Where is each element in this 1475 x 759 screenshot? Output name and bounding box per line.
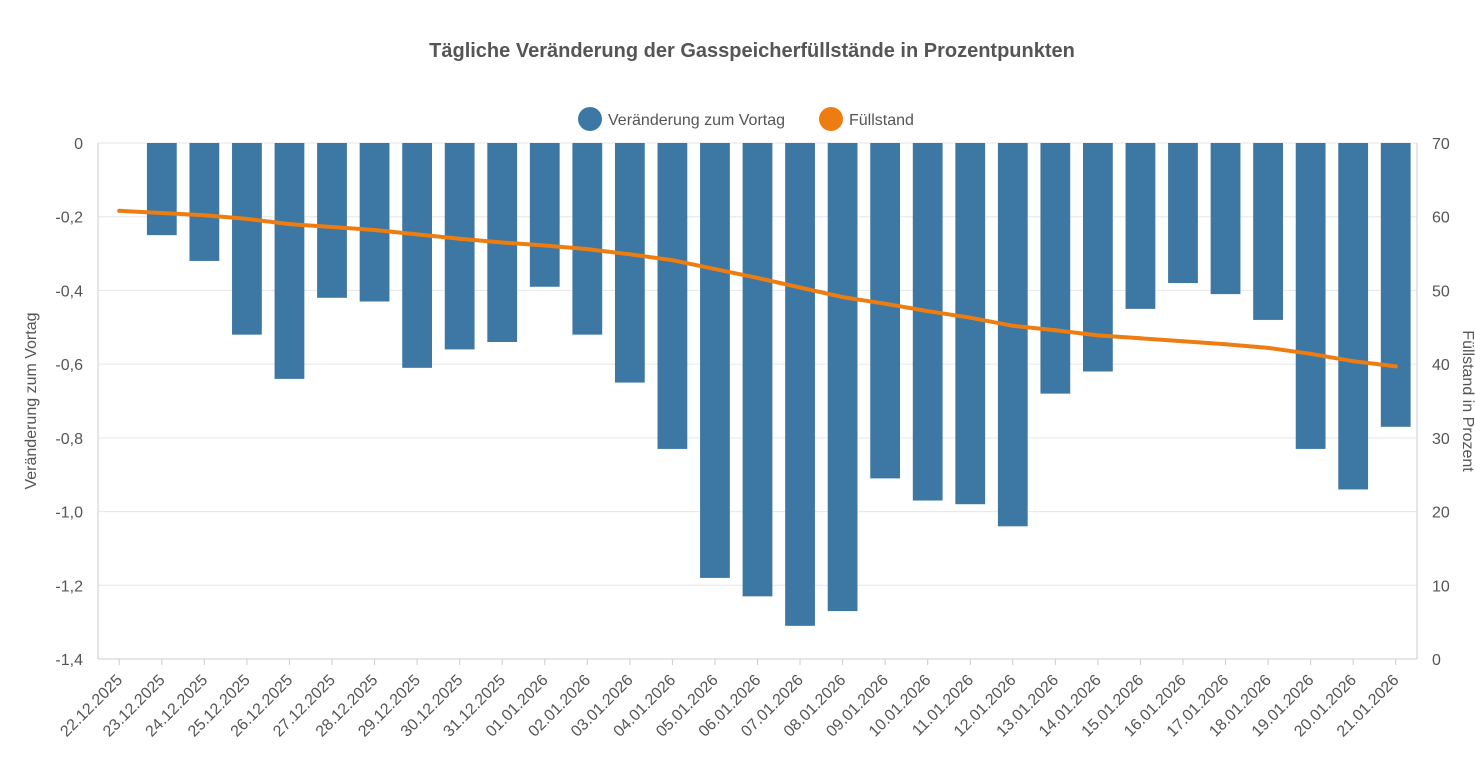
bar-07.01.2026[interactable] xyxy=(785,143,815,626)
line-series xyxy=(117,208,1398,369)
bar-19.01.2026[interactable] xyxy=(1295,143,1326,449)
y-axis-right-label: Füllstand in Prozent xyxy=(1459,330,1475,472)
y-right-tick-label: 60 xyxy=(1432,210,1450,227)
bar-series xyxy=(146,143,1411,626)
bar-10.01.2026[interactable] xyxy=(912,143,943,501)
line-point-07.01.2026[interactable] xyxy=(798,285,803,290)
bar-30.12.2025[interactable] xyxy=(444,143,475,350)
bar-17.01.2026[interactable] xyxy=(1210,143,1241,295)
bar-09.01.2026[interactable] xyxy=(870,143,901,479)
line-point-16.01.2026[interactable] xyxy=(1180,339,1185,344)
line-point-02.01.2026[interactable] xyxy=(585,247,590,252)
line-point-19.01.2026[interactable] xyxy=(1308,351,1313,356)
line-point-26.12.2025[interactable] xyxy=(287,222,292,227)
chart-title: Tägliche Veränderung der Gasspeicherfüll… xyxy=(429,40,1075,62)
legend-item-bar[interactable]: Veränderung zum Vortag xyxy=(578,107,785,131)
y-left-tick-label: -0,6 xyxy=(55,357,83,374)
legend-line-marker xyxy=(819,107,843,131)
bar-27.12.2025[interactable] xyxy=(317,143,347,298)
line-point-27.12.2025[interactable] xyxy=(330,225,335,230)
y-axis-right-ticks: 70 60 50 40 30 20 10 0 xyxy=(1432,136,1450,669)
legend-bar-label: Veränderung zum Vortag xyxy=(608,112,785,129)
line-point-24.12.2025[interactable] xyxy=(202,213,207,218)
y-left-tick-label: -1,4 xyxy=(55,652,83,669)
line-point-31.12.2025[interactable] xyxy=(500,240,505,245)
y-left-tick-label: -0,2 xyxy=(55,210,83,227)
bar-11.01.2026[interactable] xyxy=(955,143,986,505)
y-right-tick-label: 70 xyxy=(1432,136,1450,153)
bar-01.01.2026[interactable] xyxy=(529,143,560,287)
bar-02.01.2026[interactable] xyxy=(572,143,603,335)
y-right-tick-label: 30 xyxy=(1432,431,1450,448)
line-point-25.12.2025[interactable] xyxy=(244,216,249,221)
line-point-06.01.2026[interactable] xyxy=(755,275,760,280)
y-left-tick-label: -1,0 xyxy=(55,505,83,522)
bar-28.12.2025[interactable] xyxy=(359,143,390,302)
bar-03.01.2026[interactable] xyxy=(614,143,645,383)
y-left-tick-label: -0,8 xyxy=(55,431,83,448)
line-point-21.01.2026[interactable] xyxy=(1393,364,1398,369)
line-point-04.01.2026[interactable] xyxy=(670,258,675,263)
y-left-tick-label: 0 xyxy=(74,136,83,153)
line-point-29.12.2025[interactable] xyxy=(415,232,420,237)
bar-26.12.2025[interactable] xyxy=(274,143,305,379)
line-point-17.01.2026[interactable] xyxy=(1223,342,1228,347)
line-point-12.01.2026[interactable] xyxy=(1010,323,1015,328)
bar-23.12.2025[interactable] xyxy=(146,143,177,236)
bar-18.01.2026[interactable] xyxy=(1253,143,1283,320)
line-point-09.01.2026[interactable] xyxy=(883,301,888,306)
line-point-28.12.2025[interactable] xyxy=(372,227,377,232)
legend-line-label: Füllstand xyxy=(849,112,914,129)
line-point-30.12.2025[interactable] xyxy=(457,236,462,241)
line-point-03.01.2026[interactable] xyxy=(627,252,632,257)
legend-item-line[interactable]: Füllstand xyxy=(819,107,914,131)
line-point-18.01.2026[interactable] xyxy=(1266,345,1271,350)
bar-21.01.2026[interactable] xyxy=(1380,143,1411,427)
line-point-10.01.2026[interactable] xyxy=(925,309,930,314)
line-point-14.01.2026[interactable] xyxy=(1095,333,1100,338)
bar-16.01.2026[interactable] xyxy=(1168,143,1198,284)
bar-20.01.2026[interactable] xyxy=(1338,143,1369,490)
bar-24.12.2025[interactable] xyxy=(189,143,220,261)
bar-13.01.2026[interactable] xyxy=(1040,143,1071,394)
bar-15.01.2026[interactable] xyxy=(1125,143,1156,309)
y-right-tick-label: 10 xyxy=(1432,578,1450,595)
bar-08.01.2026[interactable] xyxy=(827,143,858,612)
y-right-tick-label: 0 xyxy=(1432,652,1441,669)
legend-bar-marker xyxy=(578,107,602,131)
line-point-05.01.2026[interactable] xyxy=(712,267,717,272)
line-point-13.01.2026[interactable] xyxy=(1053,328,1058,333)
bar-25.12.2025[interactable] xyxy=(232,143,262,335)
bar-04.01.2026[interactable] xyxy=(657,143,688,449)
bar-29.12.2025[interactable] xyxy=(402,143,433,368)
line-point-23.12.2025[interactable] xyxy=(159,211,164,216)
y-right-tick-label: 20 xyxy=(1432,505,1450,522)
x-axis-ticks: 22.12.202523.12.202524.12.202525.12.2025… xyxy=(57,659,1403,740)
bar-06.01.2026[interactable] xyxy=(742,143,773,597)
y-left-tick-label: -0,4 xyxy=(55,283,83,300)
y-right-tick-label: 40 xyxy=(1432,357,1450,374)
line-point-08.01.2026[interactable] xyxy=(840,295,845,300)
y-left-tick-label: -1,2 xyxy=(55,578,83,595)
y-axis-left-label: Veränderung zum Vortag xyxy=(23,312,40,489)
line-point-11.01.2026[interactable] xyxy=(968,315,973,320)
y-right-tick-label: 50 xyxy=(1432,283,1450,300)
bar-12.01.2026[interactable] xyxy=(997,143,1028,527)
y-axis-left-ticks: 0 -0,2 -0,4 -0,6 -0,8 -1,0 -1,2 -1,4 xyxy=(55,136,83,669)
legend: Veränderung zum Vortag Füllstand xyxy=(578,107,914,131)
line-point-01.01.2026[interactable] xyxy=(542,243,547,248)
line-point-22.12.2025[interactable] xyxy=(117,208,122,213)
line-point-20.01.2026[interactable] xyxy=(1351,359,1356,364)
line-point-15.01.2026[interactable] xyxy=(1138,336,1143,341)
bar-05.01.2026[interactable] xyxy=(700,143,730,578)
